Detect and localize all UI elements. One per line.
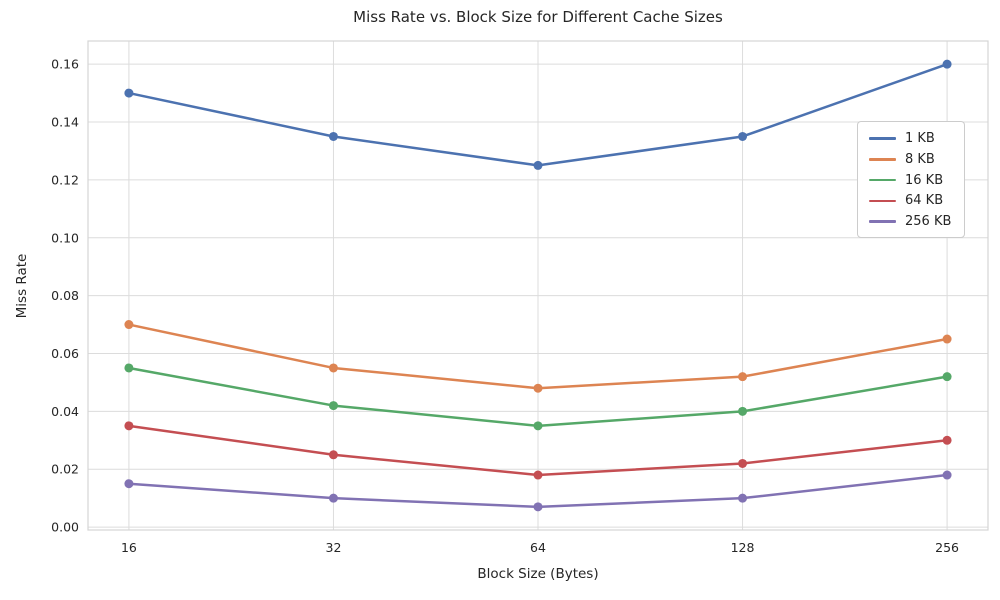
data-point-8-kb [738, 372, 748, 382]
data-point-16-kb [328, 401, 338, 411]
y-tick-label: 0.16 [51, 57, 79, 72]
data-point-256-kb [942, 470, 952, 480]
data-point-16-kb [942, 372, 952, 382]
data-point-64-kb [328, 450, 338, 460]
data-point-8-kb [533, 383, 543, 393]
y-tick-label: 0.12 [51, 172, 79, 187]
data-point-16-kb [738, 406, 748, 416]
x-tick-label: 128 [731, 540, 755, 555]
axes-border [87, 40, 989, 531]
x-tick-label: 32 [326, 540, 342, 555]
legend-label: 8 KB [905, 151, 935, 167]
data-point-8-kb [124, 320, 134, 330]
legend-item-16-kb: 16 KB [869, 172, 953, 189]
y-tick-label: 0.06 [51, 346, 79, 361]
x-axis-label: Block Size (Bytes) [477, 566, 599, 582]
data-point-1-kb [942, 59, 952, 69]
y-tick-label: 0.08 [51, 288, 79, 303]
data-point-64-kb [942, 435, 952, 445]
data-point-256-kb [738, 493, 748, 503]
data-point-256-kb [124, 479, 134, 489]
y-tick-label: 0.10 [51, 230, 79, 245]
y-tick-label: 0.00 [51, 520, 79, 535]
legend-swatch-8-kb [869, 158, 896, 161]
data-point-256-kb [533, 502, 543, 512]
legend-label: 64 KB [905, 193, 944, 209]
data-point-64-kb [738, 458, 748, 468]
data-point-16-kb [533, 421, 543, 431]
legend-swatch-16-kb [869, 178, 896, 182]
data-point-8-kb [942, 334, 952, 344]
y-tick-label: 0.04 [51, 404, 79, 419]
data-point-64-kb [124, 421, 134, 431]
legend-swatch-64-kb [869, 199, 896, 202]
legend-swatch-1-kb [869, 137, 896, 140]
legend-item-256-kb: 256 KB [869, 213, 953, 230]
chart-title: Miss Rate vs. Block Size for Different C… [353, 8, 723, 26]
data-point-1-kb [124, 88, 134, 98]
data-point-256-kb [328, 493, 338, 503]
y-tick-label: 0.02 [51, 462, 79, 477]
x-tick-label: 16 [121, 540, 137, 555]
y-tick-label: 0.14 [51, 115, 79, 130]
data-point-1-kb [533, 160, 543, 170]
y-axis-label: Miss Rate [14, 253, 30, 319]
legend-label: 256 KB [905, 214, 952, 229]
data-point-8-kb [328, 363, 338, 373]
legend-item-1-kb: 1 KB [869, 130, 953, 147]
data-point-16-kb [124, 363, 134, 373]
data-point-64-kb [533, 470, 543, 480]
legend-item-64-kb: 64 KB [869, 192, 953, 209]
x-tick-label: 64 [530, 540, 546, 555]
legend-swatch-256-kb [869, 220, 896, 223]
legend: 1 KB 8 KB 16 KB 64 KB 256 KB [857, 121, 965, 238]
legend-label: 16 KB [905, 172, 944, 188]
data-point-1-kb [328, 131, 338, 141]
x-tick-label: 256 [935, 540, 959, 555]
legend-label: 1 KB [905, 131, 935, 146]
data-point-1-kb [738, 131, 748, 141]
legend-item-8-kb: 8 KB [869, 151, 953, 168]
